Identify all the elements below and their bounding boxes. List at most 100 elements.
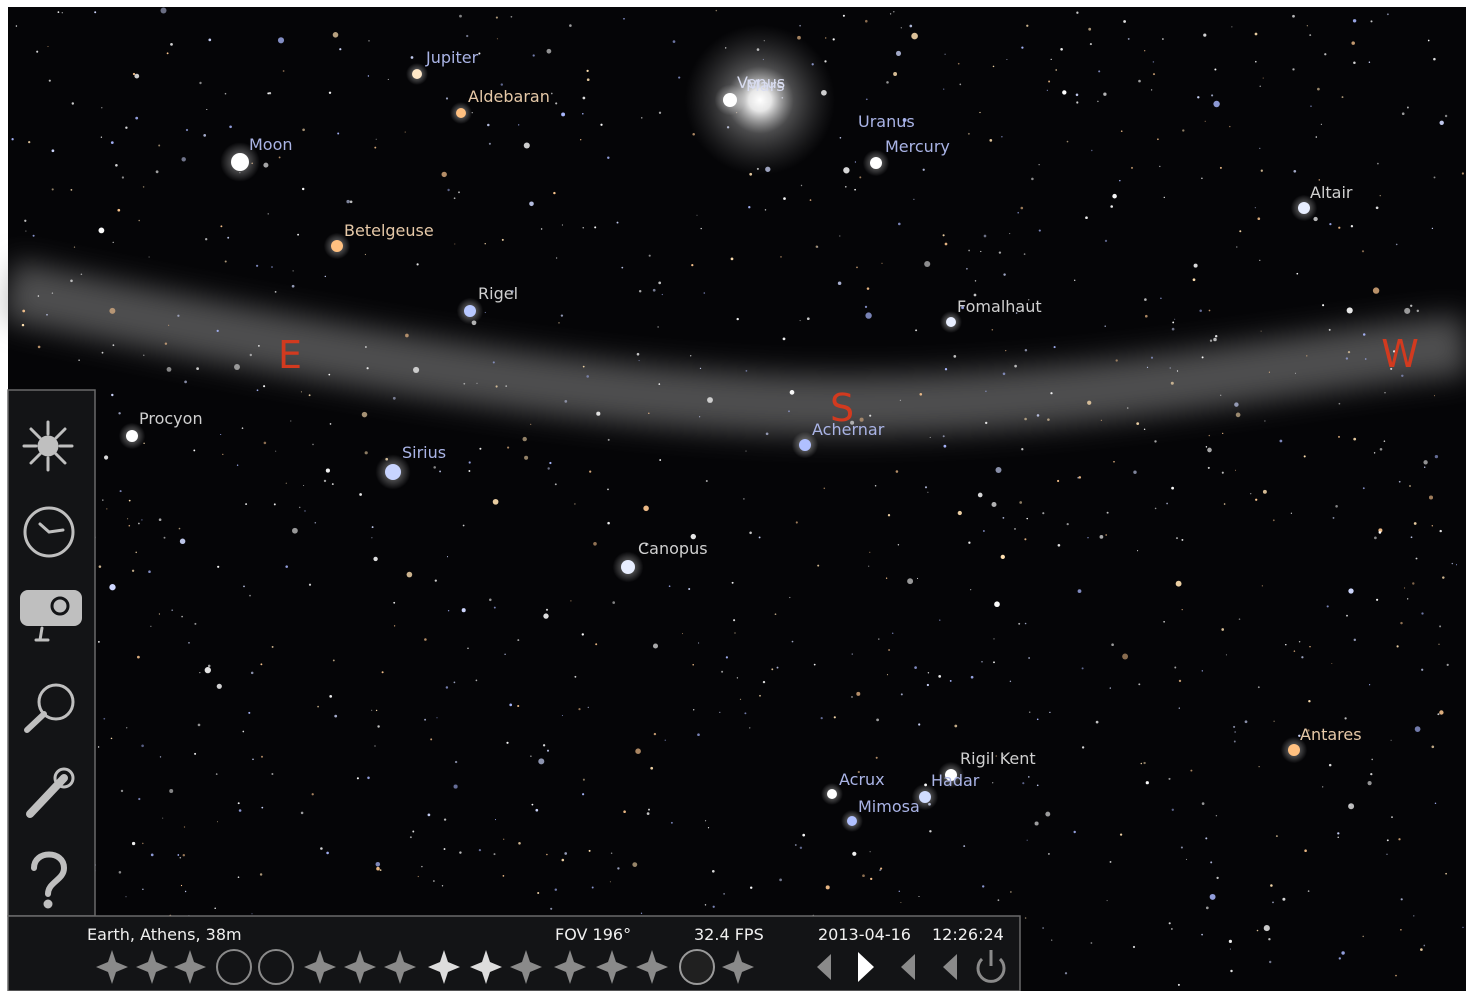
star (713, 906, 715, 908)
star (1110, 205, 1113, 208)
star (697, 733, 700, 736)
star (1073, 831, 1075, 833)
star (1055, 69, 1057, 71)
sun-glow (685, 25, 835, 175)
star (799, 25, 801, 27)
star (1159, 166, 1160, 167)
star (1401, 898, 1403, 900)
object-star[interactable] (464, 305, 476, 317)
star (1022, 782, 1024, 784)
star (1121, 130, 1123, 132)
star (617, 222, 619, 224)
star (463, 525, 465, 527)
star (1445, 873, 1447, 875)
toolbar-button[interactable] (680, 950, 714, 984)
star (28, 141, 30, 143)
star (802, 834, 805, 837)
star (78, 360, 79, 361)
star (433, 466, 436, 469)
star (705, 904, 706, 905)
star (315, 522, 317, 524)
star (1376, 206, 1379, 209)
star (607, 522, 610, 525)
star (899, 891, 900, 892)
star (267, 92, 269, 94)
star (1179, 680, 1181, 682)
star (632, 862, 637, 867)
object-star[interactable] (723, 93, 737, 107)
star (346, 200, 349, 203)
object-star[interactable] (946, 317, 956, 327)
star (1255, 499, 1257, 501)
star (1169, 922, 1171, 924)
star (918, 723, 920, 725)
object-star[interactable] (385, 464, 401, 480)
star (1269, 961, 1271, 963)
star (1280, 440, 1283, 443)
star (1258, 686, 1260, 688)
star (1398, 838, 1400, 840)
star (1021, 207, 1024, 210)
star (1176, 581, 1182, 587)
star (699, 416, 700, 417)
object-star[interactable] (870, 157, 882, 169)
object-star[interactable] (621, 560, 635, 574)
star (943, 234, 945, 236)
star (511, 16, 513, 18)
star (706, 480, 708, 482)
object-star[interactable] (456, 108, 466, 118)
location-button[interactable] (24, 422, 72, 470)
star (749, 727, 750, 728)
star (733, 619, 735, 621)
star (665, 740, 666, 741)
star (394, 625, 395, 626)
object-star[interactable] (847, 816, 857, 826)
object-star[interactable] (919, 791, 931, 803)
star (242, 731, 244, 733)
star (1067, 523, 1069, 525)
star (1105, 326, 1106, 327)
object-star[interactable] (1288, 744, 1300, 756)
object-star[interactable] (126, 430, 138, 442)
star (517, 705, 519, 707)
object-label: Acrux (839, 770, 885, 789)
location-status: Earth, Athens, 38m (87, 925, 242, 944)
star (1344, 717, 1346, 719)
object-star[interactable] (412, 69, 422, 79)
object-star[interactable] (1298, 202, 1310, 214)
star (489, 599, 492, 602)
star (561, 112, 565, 116)
fov-status: FOV 196° (555, 925, 631, 944)
star (1111, 643, 1114, 646)
object-star[interactable] (231, 153, 249, 171)
star (1329, 329, 1331, 331)
object-star[interactable] (799, 439, 811, 451)
star (659, 459, 661, 461)
star (1338, 436, 1340, 438)
star (1051, 939, 1052, 940)
star (1182, 129, 1184, 131)
star (1144, 298, 1147, 301)
star (102, 352, 104, 354)
star (459, 15, 462, 18)
object-star[interactable] (827, 789, 837, 799)
star (547, 49, 552, 54)
star (1397, 645, 1399, 647)
star (158, 145, 160, 147)
star (901, 27, 902, 28)
star (334, 715, 337, 718)
object-star[interactable] (331, 240, 343, 252)
star (546, 854, 548, 856)
star (870, 851, 871, 852)
star (896, 51, 901, 56)
star (1042, 512, 1044, 514)
star (70, 189, 72, 191)
star (865, 306, 867, 308)
star (1206, 446, 1207, 447)
star (185, 891, 186, 892)
star (143, 186, 145, 188)
star (339, 48, 341, 50)
star (127, 518, 128, 519)
star (380, 869, 382, 871)
star (111, 738, 113, 740)
